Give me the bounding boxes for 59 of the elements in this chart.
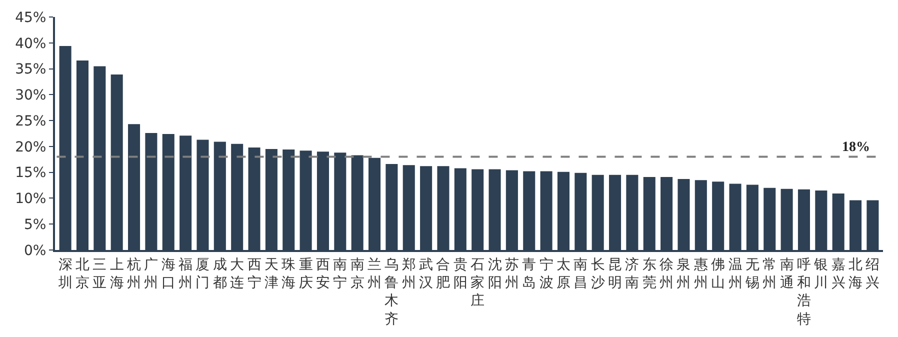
y-tick-label: 40% xyxy=(15,36,46,52)
x-tick-label: 宁波 xyxy=(539,256,554,291)
x-tick-label: 天津 xyxy=(264,256,278,291)
x-tick-label: 呼和浩特 xyxy=(796,256,811,328)
x-tick-label: 东莞 xyxy=(642,256,656,291)
x-tick-label: 无锡 xyxy=(744,256,760,291)
y-tick-label: 5% xyxy=(24,217,46,234)
x-tick-label: 合肥 xyxy=(436,256,450,291)
x-tick-label: 西宁 xyxy=(247,256,262,291)
x-tick-label: 常州 xyxy=(762,256,777,291)
ref-line-label: 18% xyxy=(842,140,870,155)
y-tick-label: 15% xyxy=(15,165,46,182)
x-tick-label: 长沙 xyxy=(590,256,605,291)
x-tick-label: 石家庄 xyxy=(470,256,485,310)
x-tick-label: 南昌 xyxy=(574,256,588,291)
x-tick-label: 沈阳 xyxy=(488,256,502,291)
x-tick-label: 贵阳 xyxy=(453,256,468,291)
y-tick-label: 35% xyxy=(15,62,46,78)
x-tick-label: 厦门 xyxy=(196,256,210,291)
x-tick-label: 珠海 xyxy=(282,256,296,291)
x-tick-label: 海口 xyxy=(161,256,176,291)
x-tick-label: 广州 xyxy=(144,256,158,291)
x-tick-label: 南通 xyxy=(780,256,794,291)
x-tick-label: 青岛 xyxy=(522,256,536,291)
x-tick-label: 福州 xyxy=(178,256,193,291)
x-tick-label: 惠州 xyxy=(692,256,708,291)
y-tick-label: 30% xyxy=(15,88,46,104)
x-tick-label: 乌鲁木齐 xyxy=(384,256,399,328)
x-tick-label: 太原 xyxy=(556,256,570,291)
x-tick-label: 泉州 xyxy=(676,256,691,291)
x-tick-label: 大连 xyxy=(230,256,244,291)
x-tick-label: 温州 xyxy=(728,256,742,291)
x-tick-label: 三亚 xyxy=(92,256,107,291)
x-tick-label: 武汉 xyxy=(419,256,434,291)
x-tick-label: 深圳 xyxy=(57,256,72,291)
y-tick-label: 25% xyxy=(15,113,46,130)
x-tick-label: 重庆 xyxy=(298,256,313,291)
x-tick-label: 徐州 xyxy=(660,256,674,291)
x-tick-label: 南宁 xyxy=(333,256,348,291)
y-tick-label: 0% xyxy=(24,242,46,259)
x-tick-label: 成都 xyxy=(212,256,227,291)
x-tick-label: 西安 xyxy=(316,256,330,291)
x-tick-label: 绍兴 xyxy=(866,256,880,291)
y-tick-label: 10% xyxy=(15,191,46,208)
x-tick-label: 嘉兴 xyxy=(831,256,846,291)
x-tick-label: 上海 xyxy=(110,256,124,291)
x-tick-label: 济南 xyxy=(625,256,640,291)
x-tick-label: 北京 xyxy=(75,256,90,291)
x-tick-label: 郑州 xyxy=(402,256,416,291)
x-tick-label: 昆明 xyxy=(608,256,622,291)
x-tick-label: 佛山 xyxy=(711,256,726,291)
x-tick-label: 北海 xyxy=(848,256,863,291)
x-tick-label: 南京 xyxy=(350,256,364,291)
x-tick-label: 苏州 xyxy=(504,256,519,291)
y-tick-label: 20% xyxy=(15,139,46,156)
x-tick-label: 杭州 xyxy=(126,256,142,291)
x-tick-label: 银川 xyxy=(813,256,828,291)
y-tick-label: 45% xyxy=(15,10,46,26)
x-tick-label: 兰州 xyxy=(368,256,382,291)
